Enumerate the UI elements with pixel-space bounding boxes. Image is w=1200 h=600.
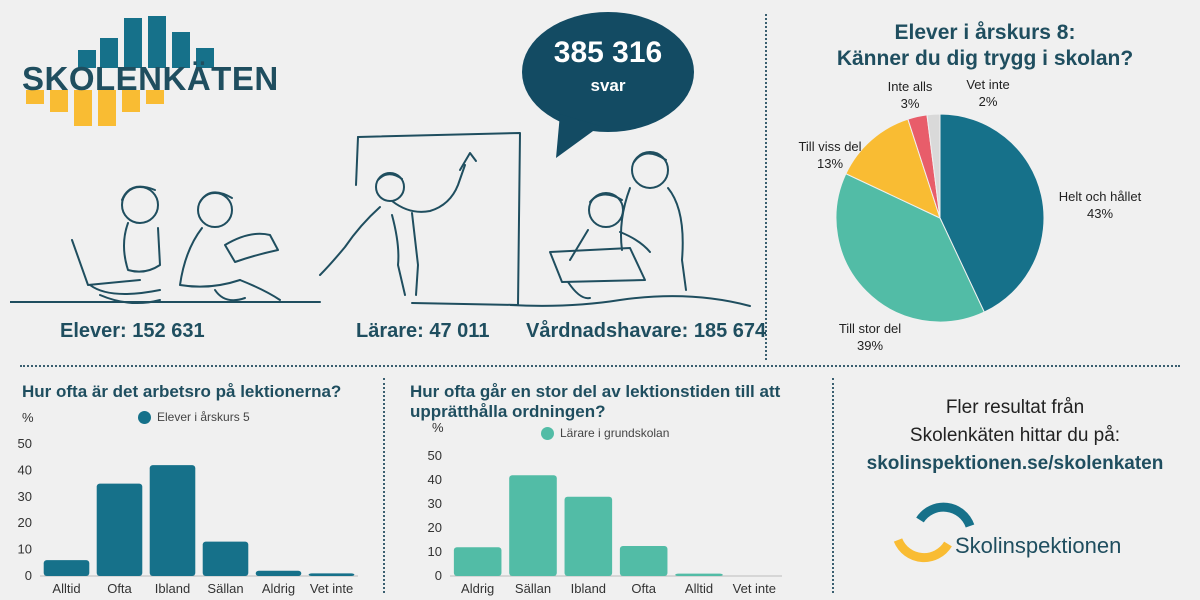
parents-illustration bbox=[510, 151, 751, 307]
ytick-label: 20 bbox=[428, 520, 442, 535]
pie-slice-1 bbox=[835, 173, 985, 323]
pie-label-inte: Inte alls 3% bbox=[870, 78, 950, 112]
bar2-legend: Lärare i grundskolan bbox=[541, 426, 669, 440]
bar-chart-arbetsro: 0 10 20 30 40 50 Alltid Ofta Ibland Sällan Aldrig V… bbox=[18, 436, 358, 596]
bar1-legend: Elever i årskurs 5 bbox=[138, 410, 250, 424]
bar2-ylabel: % bbox=[432, 420, 444, 435]
bar-chart-ordning: 0 10 20 30 40 50 Aldrig Sällan Ibland Ofta Alltid V… bbox=[428, 448, 782, 596]
category-label: Vet inte bbox=[310, 581, 353, 596]
pie-title-line2: Känner du dig trygg i skolan? bbox=[836, 47, 1134, 70]
ytick-label: 40 bbox=[428, 472, 442, 487]
category-label: Ofta bbox=[631, 581, 656, 596]
more-results: Fler resultat från Skolenkäten hittar du… bbox=[840, 394, 1190, 478]
category-label: Ibland bbox=[571, 581, 606, 596]
pie-label-inte-pct: 3% bbox=[900, 96, 920, 111]
bar-0 bbox=[453, 547, 502, 576]
pie-label-stor: Till stor del 39% bbox=[820, 320, 920, 354]
bar1-legend-text: Elever i årskurs 5 bbox=[157, 410, 250, 424]
stat-larare: Lärare: 47 011 bbox=[356, 320, 490, 342]
bar-4 bbox=[255, 570, 302, 576]
category-label: Aldrig bbox=[262, 581, 295, 596]
category-label: Sällan bbox=[515, 581, 551, 596]
pie-label-viss-name: Till viss del bbox=[798, 139, 862, 154]
speech-bubble bbox=[522, 12, 694, 158]
teacher-illustration bbox=[319, 132, 521, 306]
divider-vertical-left bbox=[383, 378, 385, 593]
more-link[interactable]: skolinspektionen.se/skolenkaten bbox=[866, 453, 1164, 474]
bar2-legend-text: Lärare i grundskolan bbox=[560, 426, 670, 440]
ytick-label: 20 bbox=[18, 515, 32, 530]
ytick-label: 10 bbox=[428, 544, 442, 559]
ytick-label: 30 bbox=[428, 496, 442, 511]
category-label: Sällan bbox=[207, 581, 243, 596]
ytick-label: 0 bbox=[435, 568, 442, 583]
bar1-title: Hur ofta är det arbetsro på lektionerna? bbox=[22, 382, 342, 401]
bar1-ylabel: % bbox=[22, 410, 34, 425]
more-line2: Skolenkäten hittar du på: bbox=[909, 425, 1121, 446]
bar-3 bbox=[202, 541, 249, 576]
pie-label-vet: Vet inte 2% bbox=[948, 76, 1028, 110]
skolinspektionen-emblem bbox=[893, 502, 975, 563]
category-label: Ibland bbox=[155, 581, 190, 596]
divider-vertical-right bbox=[832, 378, 834, 593]
pie-slice-0 bbox=[939, 113, 1045, 313]
bar-5 bbox=[308, 573, 355, 576]
pie-label-inte-name: Inte alls bbox=[887, 79, 933, 94]
divider-horizontal bbox=[20, 365, 1180, 367]
pie-label-helt-pct: 43% bbox=[1086, 206, 1114, 221]
more-line1: Fler resultat från bbox=[945, 397, 1085, 418]
ytick-label: 50 bbox=[428, 448, 442, 463]
response-label: svar bbox=[590, 76, 626, 95]
pie-label-vet-pct: 2% bbox=[978, 94, 998, 109]
category-label: Ofta bbox=[107, 581, 132, 596]
pie-label-viss: Till viss del 13% bbox=[780, 138, 880, 172]
pie-slice-2 bbox=[845, 118, 941, 219]
pie-label-helt-name: Helt och hållet bbox=[1058, 189, 1142, 204]
bar1-legend-swatch bbox=[138, 410, 151, 424]
bar-4 bbox=[675, 573, 723, 576]
category-label: Vet inte bbox=[733, 581, 776, 596]
bar-0 bbox=[43, 560, 90, 576]
pie-label-stor-pct: 39% bbox=[856, 338, 884, 353]
skolenkaten-logo: SKOLENKÄTEN bbox=[22, 14, 278, 129]
pie-label-viss-pct: 13% bbox=[816, 156, 844, 171]
bar-3 bbox=[619, 546, 668, 576]
students-illustration bbox=[10, 185, 321, 305]
pie-label-stor-name: Till stor del bbox=[838, 321, 902, 336]
category-label: Alltid bbox=[685, 581, 713, 596]
ytick-label: 50 bbox=[18, 436, 32, 451]
bar-2 bbox=[564, 496, 613, 576]
pie-title-line1: Elever i årskurs 8: bbox=[894, 21, 1076, 44]
logo-bars-graphic bbox=[26, 16, 214, 126]
response-count: 385 316 bbox=[553, 36, 663, 69]
ytick-label: 10 bbox=[18, 542, 32, 557]
ytick-label: 40 bbox=[18, 462, 32, 477]
brand-name: Skolinspektionen bbox=[955, 533, 1122, 558]
ytick-label: 30 bbox=[18, 489, 32, 504]
ytick-label: 0 bbox=[25, 568, 32, 583]
bar-1 bbox=[509, 475, 557, 576]
pie-slice-4 bbox=[926, 113, 941, 219]
logo-text: SKOLENKÄTEN bbox=[22, 60, 279, 97]
pie-chart bbox=[835, 113, 1045, 323]
stat-elever: Elever: 152 631 bbox=[60, 320, 205, 342]
pie-label-helt: Helt och hållet 43% bbox=[1050, 188, 1150, 222]
bar-1 bbox=[96, 483, 143, 576]
bar2-legend-swatch bbox=[541, 426, 554, 440]
category-label: Aldrig bbox=[461, 581, 494, 596]
bar2-title: Hur ofta går en stor del av lektionstide… bbox=[410, 382, 781, 421]
category-label: Alltid bbox=[52, 581, 80, 596]
divider-vertical-top bbox=[765, 14, 767, 360]
bar-2 bbox=[149, 465, 196, 576]
pie-label-vet-name: Vet inte bbox=[966, 77, 1010, 92]
stat-vardnadshavare: Vårdnadshavare: 185 674 bbox=[526, 320, 767, 342]
